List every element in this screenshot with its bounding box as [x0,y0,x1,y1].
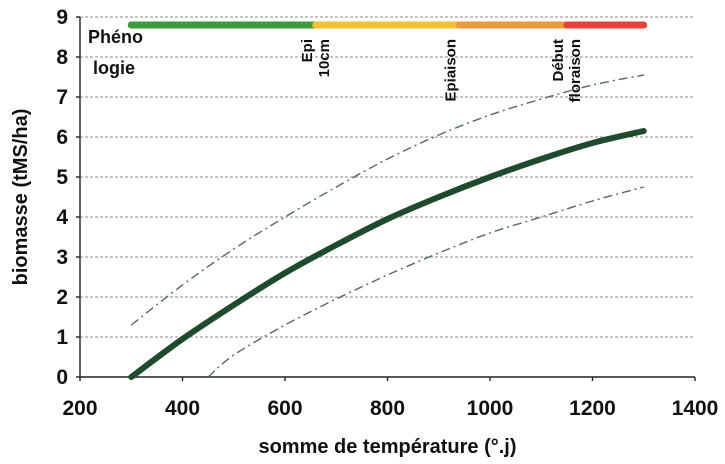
y-tick-label-1: 1 [56,326,68,349]
phenology-label-line1: Phéno [88,27,143,47]
axes [79,17,695,378]
x-tick-label-1000: 1000 [467,397,514,420]
x-axis-title: somme de température (°.j) [258,436,516,458]
series-lines [128,74,647,380]
stage-label-3-2: floraison [567,39,584,102]
stage-label-1-2: 10cm [316,39,333,77]
x-tick-label-600: 600 [267,397,302,420]
y-tick-label-2: 2 [56,286,68,309]
series-line-bound-2 [207,186,644,378]
y-tick-label-8: 8 [56,46,68,69]
stage-label-3-1: Début [550,39,567,82]
x-tick-label-1200: 1200 [569,397,616,420]
series-line-central [128,128,647,380]
y-axis-title: biomasse (tMS/ha) [10,109,32,286]
stage-label-1-1: Epi [299,39,316,62]
y-tick-label-0: 0 [56,366,68,389]
y-tick-label-3: 3 [56,246,68,269]
x-tick-label-800: 800 [370,397,405,420]
tick-labels: 0 1 2 3 4 5 6 7 8 9 200 400 600 800 1000 1200 1400 [56,6,718,420]
y-tick-label-7: 7 [56,86,68,109]
x-tick-label-400: 400 [165,397,200,420]
phenology-label-line2: logie [93,58,135,78]
x-tick-label-200: 200 [62,397,97,420]
series-line-bound-1 [130,74,644,326]
y-tick-label-6: 6 [56,126,68,149]
x-tick-label-1400: 1400 [672,397,719,420]
phenology-bar: Epi 10cm Epiaison Début floraison [127,21,648,102]
y-tick-label-5: 5 [56,166,68,189]
y-tick-label-4: 4 [56,206,68,229]
grid-lines [80,16,695,338]
stage-label-2-1: Epiaison [442,39,459,102]
y-tick-label-9: 9 [56,6,68,29]
